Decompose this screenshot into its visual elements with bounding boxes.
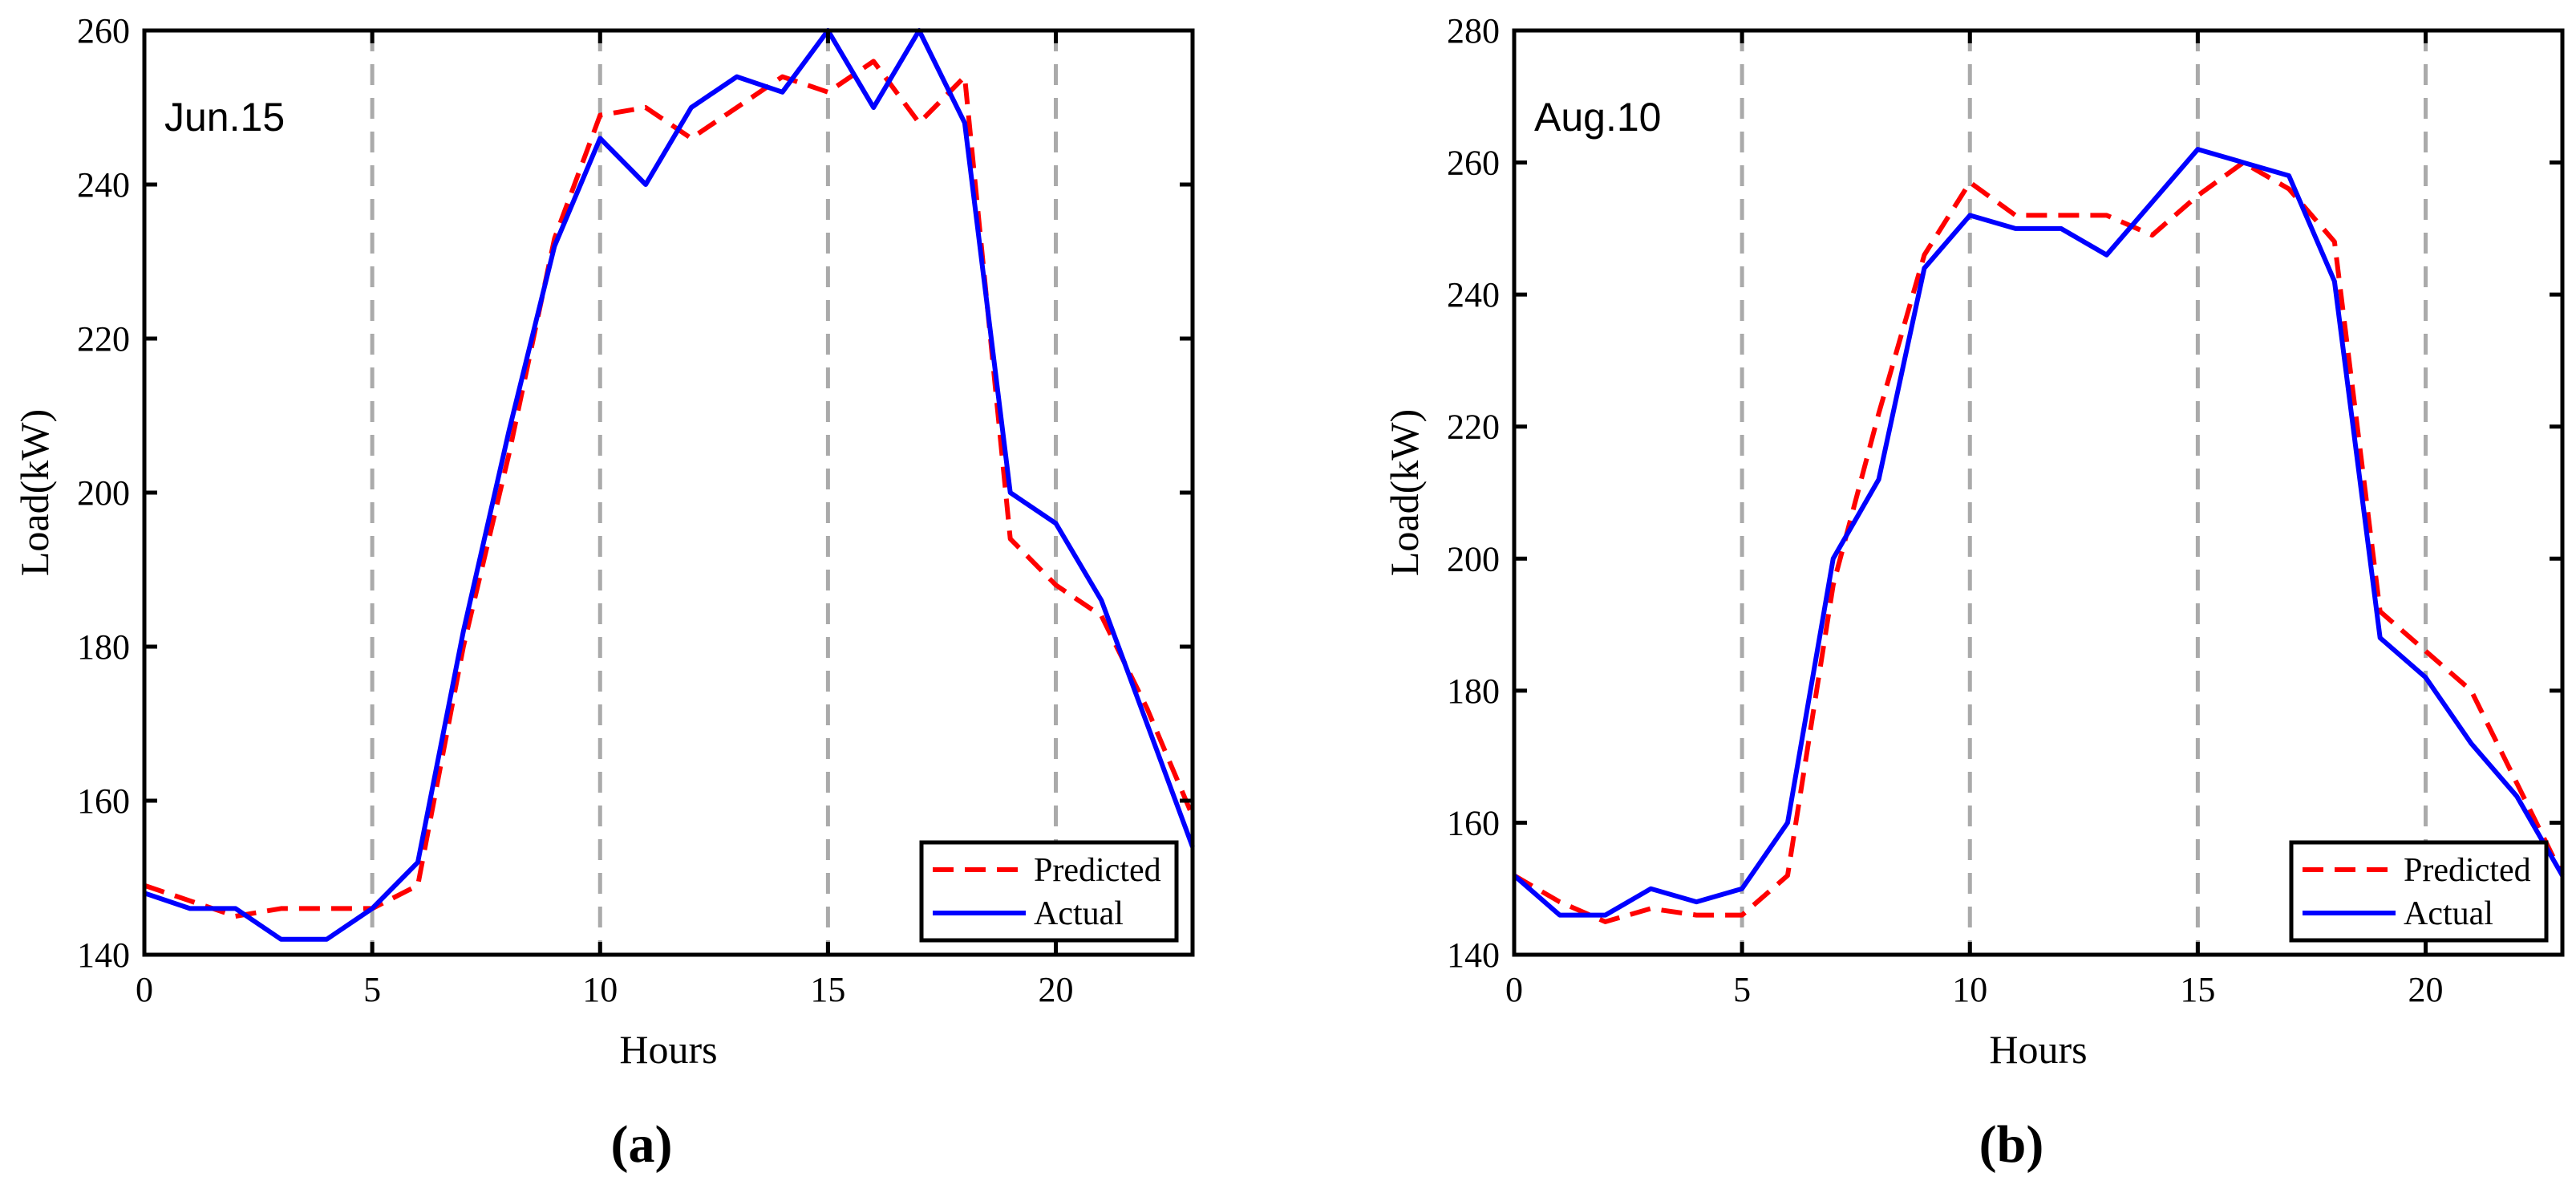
x-tick-label: 10	[1952, 970, 1987, 1009]
x-axis-label: Hours	[1989, 1027, 2087, 1072]
x-tick-label: 20	[1039, 970, 1074, 1009]
x-tick-label: 5	[363, 970, 381, 1009]
series-line-actual	[144, 28, 1195, 942]
x-tick-label: 15	[810, 970, 845, 1009]
y-tick-label: 140	[1447, 935, 1500, 975]
plot-frame	[1512, 28, 2565, 957]
y-tick-label: 160	[77, 781, 130, 821]
panel-title: Aug.10	[1534, 95, 1661, 140]
x-tick-label: 5	[1733, 970, 1751, 1009]
y-tick-label: 240	[77, 165, 130, 205]
legend-box	[2289, 840, 2549, 943]
y-tick-label: 200	[77, 473, 130, 513]
y-tick-label: 180	[77, 627, 130, 667]
chart-panel-b: 0 5 10 15 20 140 160 180 200 220 240 260 280 Hours Loa…	[1382, 11, 2565, 1174]
series-line-predicted	[144, 59, 1195, 919]
y-tick-label: 280	[1447, 11, 1500, 51]
y-tick-label: 260	[77, 11, 130, 51]
x-axis-label: Hours	[619, 1027, 717, 1072]
legend-label-predicted: Predicted	[1034, 852, 1161, 889]
y-tick-label: 240	[1447, 275, 1500, 314]
x-tick-label: 0	[136, 970, 153, 1009]
legend: Predicted Actual	[919, 840, 1179, 943]
y-tick-label: 220	[77, 319, 130, 359]
chart-panel-a: 0 5 10 15 20 140 160 180 200 220 240 260 Hours Load(k…	[12, 11, 1195, 1174]
legend-label-actual: Actual	[2404, 895, 2493, 932]
legend-box	[919, 840, 1179, 943]
panel-title: Jun.15	[164, 95, 285, 140]
series-line-actual	[1513, 147, 2565, 918]
y-tick-label: 200	[1447, 539, 1500, 578]
y-axis-label: Load(kW)	[1382, 409, 1427, 576]
y-tick-label: 260	[1447, 144, 1500, 183]
x-tick-label: 20	[2408, 970, 2444, 1009]
x-tick-label: 15	[2180, 970, 2215, 1009]
plot-frame	[142, 28, 1195, 957]
legend-label-actual: Actual	[1034, 895, 1124, 932]
y-tick-label: 180	[1447, 672, 1500, 711]
y-tick-label: 140	[77, 935, 130, 975]
x-tick-label: 10	[582, 970, 618, 1009]
y-axis-label: Load(kW)	[12, 409, 57, 576]
legend: Predicted Actual	[2289, 840, 2549, 943]
x-tick-label: 0	[1505, 970, 1523, 1009]
legend-label-predicted: Predicted	[2404, 852, 2531, 889]
panel-caption: (a)	[611, 1115, 673, 1174]
y-tick-label: 160	[1447, 803, 1500, 842]
y-tick-label: 220	[1447, 408, 1500, 447]
series-line-predicted	[1513, 160, 2565, 924]
panel-caption: (b)	[1979, 1115, 2044, 1174]
